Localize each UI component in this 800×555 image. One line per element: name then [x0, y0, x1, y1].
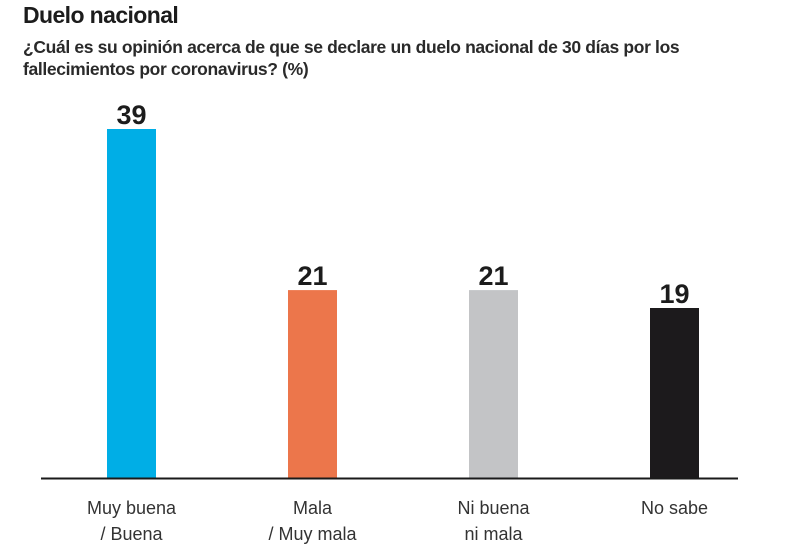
bars-group: [107, 129, 699, 478]
chart-title: Duelo nacional: [23, 2, 179, 28]
category-label-3: Ni buena ni mala: [457, 498, 530, 544]
value-labels-group: 39 21 21 19: [116, 100, 689, 309]
category-label-4: No sabe: [641, 498, 708, 518]
value-label-1: 39: [116, 100, 146, 130]
category-label-1: Muy buena / Buena: [87, 498, 177, 544]
bar-2: [288, 290, 337, 478]
category-labels-group: Muy buena / Buena Mala / Muy mala Ni buena ni…: [87, 498, 708, 544]
bar-4: [650, 308, 699, 478]
value-label-4: 19: [659, 279, 689, 309]
value-label-3: 21: [478, 261, 508, 291]
chart-subtitle: ¿Cuál es su opinión acerca de que se dec…: [23, 37, 680, 79]
value-label-2: 21: [297, 261, 327, 291]
category-label-2: Mala / Muy mala: [268, 498, 357, 544]
bar-3: [469, 290, 518, 478]
bar-1: [107, 129, 156, 478]
